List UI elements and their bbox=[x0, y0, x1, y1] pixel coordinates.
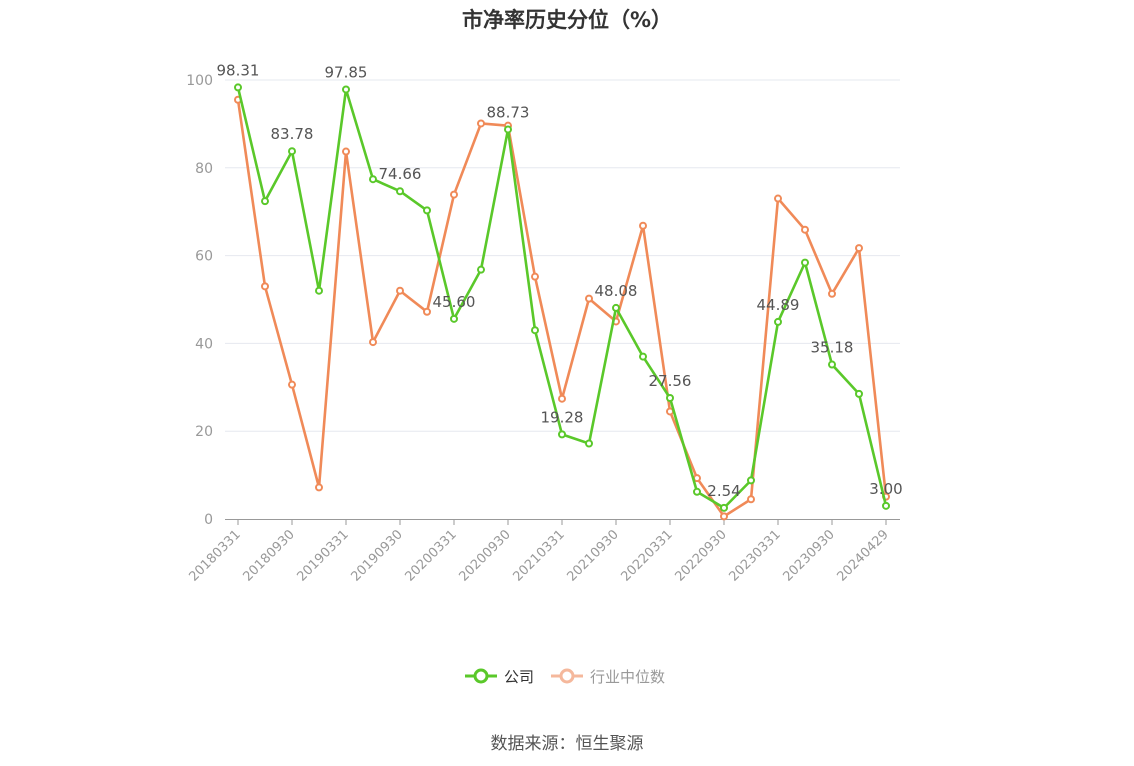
x-tick-label: 20190930 bbox=[348, 527, 405, 584]
data-source: 数据来源：恒生聚源 bbox=[490, 734, 644, 754]
company-data-point bbox=[882, 501, 890, 510]
company-data-point bbox=[585, 439, 593, 448]
data-label: 74.66 bbox=[379, 165, 422, 183]
company-data-point bbox=[288, 147, 296, 156]
x-tick-label: 20240429 bbox=[834, 527, 891, 584]
data-label: 2.54 bbox=[707, 482, 740, 500]
y-tick-label: 0 bbox=[204, 512, 213, 528]
company-data-point bbox=[369, 175, 377, 184]
x-tick-label: 20180930 bbox=[240, 527, 297, 584]
x-tick-label: 20220331 bbox=[618, 527, 675, 584]
industry-data-point bbox=[261, 282, 269, 291]
company-data-point bbox=[423, 206, 431, 215]
data-label: 3.00 bbox=[869, 480, 902, 498]
data-label: 98.31 bbox=[217, 61, 260, 79]
y-tick-label: 20 bbox=[195, 424, 213, 440]
legend-company[interactable]: 公司 bbox=[465, 668, 534, 686]
company-data-point bbox=[666, 394, 674, 403]
industry-data-point bbox=[774, 194, 782, 203]
x-tick-label: 20210331 bbox=[510, 527, 567, 584]
data-label: 45.60 bbox=[433, 293, 476, 311]
industry-data-point bbox=[747, 495, 755, 504]
chart-title: 市净率历史分位（%） bbox=[461, 8, 673, 32]
y-tick-label: 40 bbox=[195, 336, 213, 352]
legend-industry[interactable]: 行业中位数 bbox=[551, 668, 665, 686]
company-data-point bbox=[855, 389, 863, 398]
data-label: 19.28 bbox=[541, 408, 584, 426]
x-tick-label: 20200930 bbox=[456, 527, 513, 584]
industry-data-point bbox=[720, 512, 728, 521]
company-data-point bbox=[261, 197, 269, 206]
y-tick-label: 80 bbox=[195, 161, 213, 177]
company-data-point bbox=[315, 286, 323, 295]
industry-data-point bbox=[288, 380, 296, 389]
legend-marker-icon bbox=[473, 668, 489, 684]
industry-data-point bbox=[342, 147, 350, 156]
legend-label: 行业中位数 bbox=[590, 668, 665, 686]
company-data-point bbox=[612, 303, 620, 312]
legend-marker-icon bbox=[559, 668, 575, 684]
company-data-point bbox=[234, 83, 242, 92]
company-data-point bbox=[450, 314, 458, 323]
company-data-point bbox=[396, 187, 404, 196]
data-label: 83.78 bbox=[271, 125, 314, 143]
y-tick-label: 100 bbox=[186, 73, 213, 89]
industry-data-point bbox=[423, 307, 431, 316]
industry-data-point bbox=[558, 394, 566, 403]
company-data-point bbox=[747, 476, 755, 485]
x-tick-label: 20180331 bbox=[186, 527, 243, 584]
industry-data-point bbox=[639, 221, 647, 230]
company-data-point bbox=[342, 85, 350, 94]
x-tick-label: 20210930 bbox=[564, 527, 621, 584]
x-tick-label: 20220930 bbox=[672, 527, 729, 584]
company-data-point bbox=[693, 487, 701, 496]
data-label: 27.56 bbox=[649, 372, 692, 390]
industry-data-point bbox=[315, 483, 323, 492]
x-tick-label: 20190331 bbox=[294, 527, 351, 584]
company-data-point bbox=[774, 317, 782, 326]
company-data-point bbox=[504, 125, 512, 134]
x-tick-label: 20200331 bbox=[402, 527, 459, 584]
company-data-point bbox=[558, 430, 566, 439]
data-label: 48.08 bbox=[595, 282, 638, 300]
industry-data-point bbox=[369, 338, 377, 347]
industry-data-point bbox=[855, 244, 863, 253]
legend-label: 公司 bbox=[504, 668, 534, 686]
x-tick-label: 20230331 bbox=[726, 527, 783, 584]
industry-data-point bbox=[531, 272, 539, 281]
x-tick-label: 20230930 bbox=[780, 527, 837, 584]
company-data-point bbox=[477, 265, 485, 274]
industry-data-point bbox=[450, 190, 458, 199]
industry-data-point bbox=[396, 286, 404, 295]
company-data-point bbox=[828, 360, 836, 369]
data-label: 88.73 bbox=[487, 103, 530, 121]
company-data-point bbox=[639, 352, 647, 361]
data-label: 35.18 bbox=[811, 339, 854, 357]
industry-data-point bbox=[828, 289, 836, 298]
y-tick-label: 60 bbox=[195, 249, 213, 265]
industry-data-point bbox=[801, 225, 809, 234]
company-data-point bbox=[801, 258, 809, 267]
data-label: 97.85 bbox=[325, 63, 368, 81]
company-data-point bbox=[531, 326, 539, 335]
industry-data-point bbox=[477, 119, 485, 128]
industry-data-point bbox=[585, 294, 593, 303]
data-label: 44.89 bbox=[757, 296, 800, 314]
company-data-point bbox=[720, 503, 728, 512]
